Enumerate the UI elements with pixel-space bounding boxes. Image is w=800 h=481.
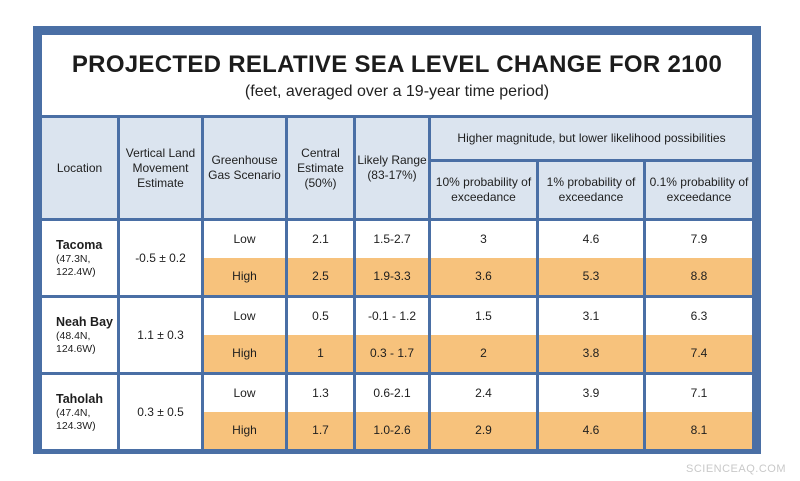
p1-cell: 5.3 [539, 258, 643, 295]
chart-title: PROJECTED RELATIVE SEA LEVEL CHANGE FOR … [71, 51, 723, 78]
p10-cell: 1.5 [431, 298, 536, 335]
p01-cell: 8.1 [646, 412, 752, 449]
p01-cell: 7.4 [646, 335, 752, 372]
location-name: Tacoma [56, 237, 103, 252]
location-cell: Tacoma (47.3N, 122.4W) [42, 221, 117, 295]
watermark: SCIENCEAQ.COM [685, 463, 786, 475]
header-p10: 10% probability of exceedance [431, 162, 536, 218]
location-coordinates: (47.4N, 124.3W) [56, 406, 96, 432]
likely-range-cell: 1.0-2.6 [356, 412, 428, 449]
header-likely-range: Likely Range (83-17%) [356, 118, 428, 218]
p1-cell: 3.1 [539, 298, 643, 335]
p01-cell: 7.1 [646, 375, 752, 412]
location-cell: Taholah (47.4N, 124.3W) [42, 375, 117, 449]
central-estimate-cell: 1 [288, 335, 353, 372]
location-cell: Neah Bay (48.4N, 124.6W) [42, 298, 117, 372]
vertical-land-movement-cell: 0.3 ± 0.5 [120, 375, 201, 449]
central-estimate-cell: 2.5 [288, 258, 353, 295]
p10-cell: 2.4 [431, 375, 536, 412]
title-box: PROJECTED RELATIVE SEA LEVEL CHANGE FOR … [42, 35, 752, 115]
header-vertical-land-movement: Vertical Land Movement Estimate [120, 118, 201, 218]
vertical-land-movement-cell: -0.5 ± 0.2 [120, 221, 201, 295]
p1-cell: 3.9 [539, 375, 643, 412]
header-p01: 0.1% probability of exceedance [646, 162, 752, 218]
likely-range-cell: -0.1 - 1.2 [356, 298, 428, 335]
p1-cell: 3.8 [539, 335, 643, 372]
central-estimate-cell: 1.7 [288, 412, 353, 449]
central-estimate-cell: 1.3 [288, 375, 353, 412]
vertical-land-movement-cell: 1.1 ± 0.3 [120, 298, 201, 372]
header-greenhouse-scenario: Greenhouse Gas Scenario [204, 118, 285, 218]
location-coordinates: (47.3N, 122.4W) [56, 252, 96, 278]
scenario-cell: Low [204, 298, 285, 335]
p1-cell: 4.6 [539, 412, 643, 449]
scenario-cell: Low [204, 221, 285, 258]
location-name: Taholah [56, 391, 103, 406]
central-estimate-cell: 0.5 [288, 298, 353, 335]
central-estimate-cell: 2.1 [288, 221, 353, 258]
p01-cell: 8.8 [646, 258, 752, 295]
header-central-estimate: Central Estimate (50%) [288, 118, 353, 218]
likely-range-cell: 1.5-2.7 [356, 221, 428, 258]
scenario-cell: Low [204, 375, 285, 412]
header-p1: 1% probability of exceedance [539, 162, 643, 218]
p10-cell: 2 [431, 335, 536, 372]
header-higher-magnitude-group: Higher magnitude, but lower likelihood p… [431, 118, 752, 159]
likely-range-cell: 1.9-3.3 [356, 258, 428, 295]
scenario-cell: High [204, 335, 285, 372]
likely-range-cell: 0.3 - 1.7 [356, 335, 428, 372]
chart-subtitle: (feet, averaged over a 19-year time peri… [244, 83, 550, 100]
likely-range-cell: 0.6-2.1 [356, 375, 428, 412]
location-name: Neah Bay [56, 314, 113, 329]
scenario-cell: High [204, 412, 285, 449]
p1-cell: 4.6 [539, 221, 643, 258]
scenario-cell: High [204, 258, 285, 295]
p10-cell: 2.9 [431, 412, 536, 449]
p10-cell: 3 [431, 221, 536, 258]
p10-cell: 3.6 [431, 258, 536, 295]
p01-cell: 7.9 [646, 221, 752, 258]
header-location: Location [42, 118, 117, 218]
location-coordinates: (48.4N, 124.6W) [56, 329, 96, 355]
p01-cell: 6.3 [646, 298, 752, 335]
